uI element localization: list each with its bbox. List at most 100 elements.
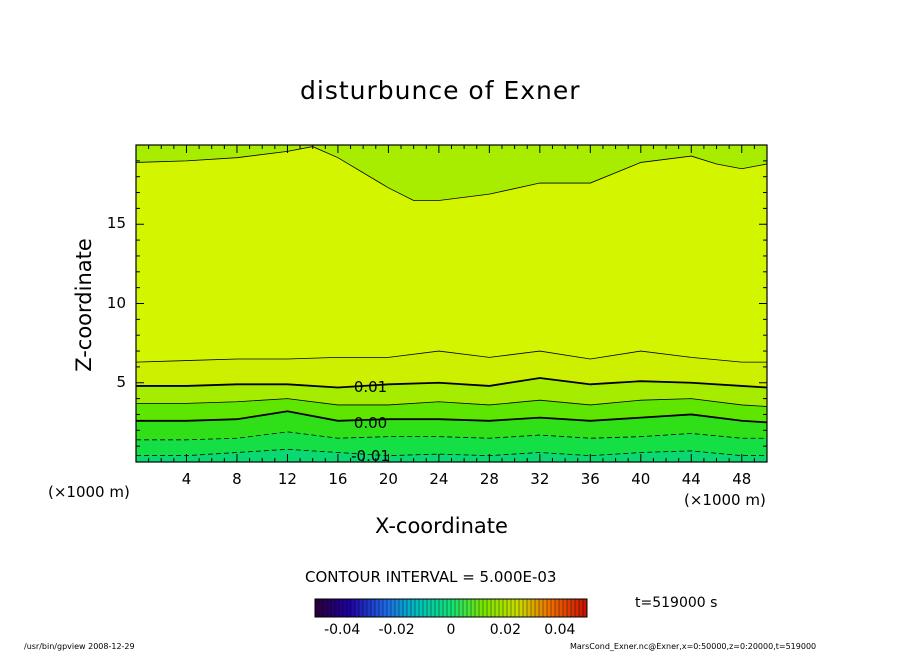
colorbar-segment <box>347 599 352 617</box>
colorbar-segment <box>491 599 496 617</box>
colorbar-frame <box>314 598 588 618</box>
colorbar-segment <box>423 599 428 617</box>
colorbar-segment <box>367 599 372 617</box>
x-tick-label: 36 <box>580 470 600 488</box>
colorbar-segment <box>579 599 584 617</box>
colorbar-segment <box>351 599 356 617</box>
colorbar-segment <box>327 599 332 617</box>
colorbar-segment <box>543 599 548 617</box>
colorbar-segment <box>403 599 408 617</box>
colorbar-tick-label: 0 <box>446 622 456 638</box>
colorbar-segment <box>391 599 396 617</box>
footer-left: /usr/bin/gpview 2008-12-29 <box>24 642 135 651</box>
colorbar-segment <box>343 599 348 617</box>
contour-line <box>135 146 768 201</box>
colorbar-segment <box>411 599 416 617</box>
contour-line <box>136 448 767 457</box>
colorbar-segment <box>567 599 572 617</box>
x-tick-label: 32 <box>530 470 550 488</box>
contour-label: 0.01 <box>353 377 388 396</box>
colorbar-segment <box>435 599 440 617</box>
colorbar-segment <box>563 599 568 617</box>
colorbar-tick-label: 0.02 <box>489 622 521 638</box>
x-tick-label: 4 <box>181 470 192 488</box>
colorbar-segment <box>535 599 540 617</box>
colorbar-segment <box>559 599 564 617</box>
colorbar-segment <box>319 599 324 617</box>
contour-line <box>136 377 768 389</box>
colorbar-segment <box>571 599 576 617</box>
colorbar-segment <box>427 599 432 617</box>
colorbar-segment <box>503 599 508 617</box>
colorbar-segment <box>331 599 336 617</box>
x-axis-label: X-coordinate <box>375 514 508 538</box>
colorbar-segment <box>359 599 364 617</box>
x-tick-label: 12 <box>277 470 297 488</box>
y-tick-label: 5 <box>116 372 126 391</box>
colorbar-segment <box>451 599 456 617</box>
colorbar-segment <box>363 599 368 617</box>
colorbar-segment <box>447 599 452 617</box>
colorbar-segment <box>387 599 392 617</box>
colorbar-segment <box>323 599 328 617</box>
x-tick-label: 48 <box>732 470 752 488</box>
colorbar-segment <box>455 599 460 617</box>
colorbar-segment <box>439 599 444 617</box>
contour-line <box>135 350 767 363</box>
colorbar-segment <box>527 599 532 617</box>
axis-ticks <box>136 145 767 462</box>
colorbar-segment <box>519 599 524 617</box>
y-tick-label: 15 <box>106 214 126 233</box>
colorbar-segment <box>339 599 344 617</box>
colorbar-segment <box>551 599 556 617</box>
contour-fills <box>136 145 767 462</box>
colorbar-segment <box>399 599 404 617</box>
colorbar-segment <box>515 599 520 617</box>
colorbar-segment <box>371 599 376 617</box>
footer-right: MarsCond_Exner.nc@Exner,x=0:50000,z=0:20… <box>570 642 817 651</box>
colorbar-segment <box>483 599 488 617</box>
x-tick-label: 20 <box>378 470 398 488</box>
colorbar-segment <box>315 599 320 617</box>
x-tick-label: 24 <box>429 470 449 488</box>
contour-line <box>136 398 768 407</box>
contour-label: 0.00 <box>353 413 388 432</box>
colorbar-segment <box>487 599 492 617</box>
contour-line <box>136 431 767 441</box>
colorbar-segment <box>511 599 516 617</box>
colorbar-segment <box>419 599 424 617</box>
colorbar-segment <box>547 599 552 617</box>
colorbar-segment <box>355 599 360 617</box>
fill-top-band <box>136 145 767 201</box>
colorbar-tick-label: -0.04 <box>324 622 361 638</box>
chart-title: disturbunce of Exner <box>300 76 581 105</box>
colorbar-segment <box>523 599 528 617</box>
colorbar-segment <box>459 599 464 617</box>
colorbar-segment <box>395 599 400 617</box>
colorbar-segment <box>475 599 480 617</box>
x-tick-label: 16 <box>328 470 348 488</box>
colorbar-segment <box>575 599 580 617</box>
fill-band <box>136 449 767 462</box>
contour-label: -0.01 <box>351 447 390 466</box>
colorbar-segment <box>495 599 500 617</box>
colorbar-segment <box>539 599 544 617</box>
colorbar-segment <box>431 599 436 617</box>
colorbar-segment <box>463 599 468 617</box>
colorbar-segment <box>555 599 560 617</box>
colorbar-tick-label: -0.02 <box>378 622 415 638</box>
colorbar-segment <box>531 599 536 617</box>
colorbar-segment <box>467 599 472 617</box>
colorbar <box>314 598 588 618</box>
contour-lines <box>135 146 768 457</box>
x-tick-label: 8 <box>232 470 242 488</box>
colorbar-segment <box>499 599 504 617</box>
y-tick-label: 10 <box>106 293 126 312</box>
colorbar-tick-label: 0.04 <box>544 622 576 638</box>
contour-interval-label: CONTOUR INTERVAL = 5.000E-03 <box>305 568 557 586</box>
colorbar-segment <box>383 599 388 617</box>
colorbar-segment <box>471 599 476 617</box>
colorbar-segment <box>415 599 420 617</box>
colorbar-segment <box>479 599 484 617</box>
